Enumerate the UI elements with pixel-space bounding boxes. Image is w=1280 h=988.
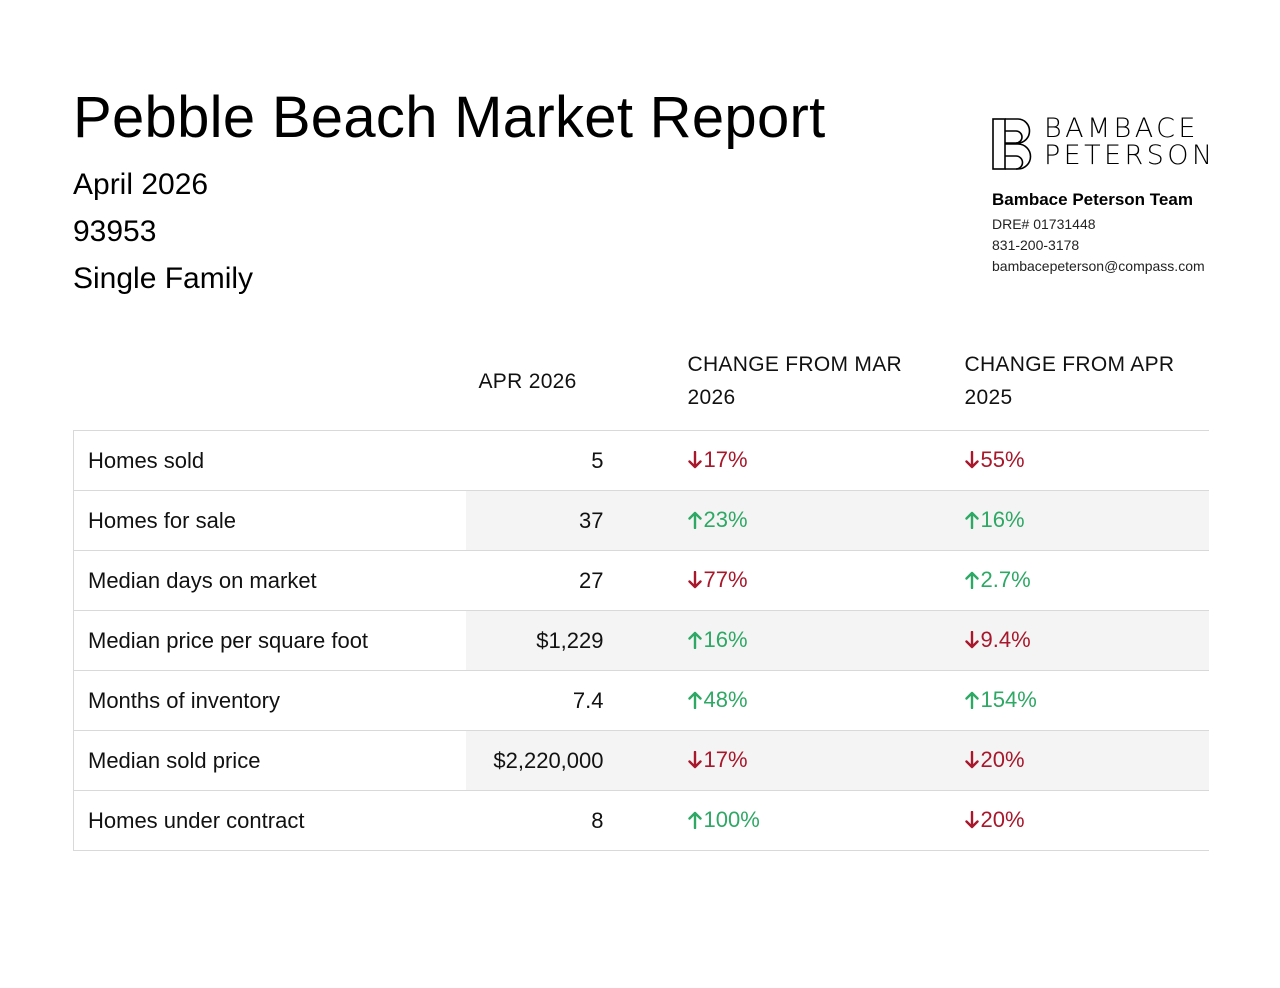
change-from-last-year: 16% — [964, 506, 1025, 533]
arrow-down-icon — [687, 570, 704, 589]
table-row: Median days on market 27 77% 2.7% — [73, 550, 1210, 611]
arrow-down-icon — [687, 750, 704, 769]
email-address: bambacepeterson@compass.com — [992, 258, 1205, 274]
change-from-last-month: 23% — [687, 506, 748, 533]
change-from-last-month-cell: 16% — [687, 610, 965, 671]
logo-mark-icon — [992, 118, 1032, 170]
table-row: Homes under contract 8 100% 20% — [73, 790, 1210, 851]
table-row: Median price per square foot $1,229 16% 9.4… — [73, 610, 1209, 671]
change-from-last-month-cell: 48% — [687, 671, 965, 731]
change-from-last-month-cell: 17% — [687, 431, 965, 491]
metric-label: Median price per square foot — [73, 610, 466, 671]
header-current-month: APR 2026 — [478, 369, 577, 393]
header-change-year-text: CHANGE FROM APR 2025 — [964, 353, 1175, 409]
change-from-last-month-cell: 23% — [687, 490, 965, 551]
metric-label: Homes sold — [73, 430, 466, 491]
change-from-last-month-value: 23% — [703, 506, 748, 532]
page-title: Pebble Beach Market Report — [73, 85, 826, 150]
change-from-last-month-value: 16% — [703, 626, 748, 652]
change-from-last-month: 48% — [687, 686, 748, 713]
change-from-last-year: 55% — [964, 446, 1025, 473]
header-metric — [74, 340, 466, 431]
change-from-last-year-cell: 20% — [964, 730, 1209, 791]
change-from-last-year: 2.7% — [964, 566, 1031, 593]
report-month: April 2026 — [73, 168, 209, 201]
change-from-last-year: 9.4% — [964, 626, 1031, 653]
metric-label: Median sold price — [73, 730, 466, 791]
change-from-last-month: 17% — [687, 746, 748, 773]
report-zip: 93953 — [73, 215, 157, 248]
change-from-last-month-value: 48% — [703, 686, 748, 712]
metric-label: Homes for sale — [73, 490, 466, 551]
change-from-last-year-value: 2.7% — [980, 566, 1031, 592]
header-change-month-text: CHANGE FROM MAR 2026 — [687, 353, 902, 409]
arrow-down-icon — [964, 450, 981, 469]
logo-line-1: BAMBACE — [1044, 113, 1199, 144]
metric-value: 37 — [465, 490, 688, 551]
change-from-last-month-value: 77% — [703, 566, 748, 592]
metric-value: 7.4 — [572, 687, 604, 713]
header-change-month: CHANGE FROM MAR 2026 — [688, 340, 965, 431]
change-from-last-year-cell: 20% — [964, 791, 1210, 851]
team-name: Bambace Peterson Team — [992, 190, 1193, 209]
metric-value: $1,229 — [465, 610, 688, 671]
change-from-last-month: 17% — [687, 446, 748, 473]
table-row: Homes sold 5 17% 55% — [73, 430, 1210, 491]
dre-number: DRE# 01731448 — [992, 216, 1096, 232]
brand-logo: BAMBACE PETERSON — [992, 115, 1215, 172]
metric-value: 5 — [591, 447, 604, 473]
change-from-last-month-cell: 77% — [687, 551, 965, 611]
arrow-up-icon — [687, 811, 704, 829]
arrow-down-icon — [964, 630, 981, 649]
table-row: Months of inventory 7.4 48% 154% — [73, 670, 1210, 731]
change-from-last-month: 100% — [687, 806, 760, 833]
change-from-last-year-value: 20% — [980, 746, 1025, 772]
change-from-last-month-cell: 17% — [687, 730, 965, 791]
change-from-last-year: 20% — [964, 746, 1025, 773]
arrow-up-icon — [687, 631, 704, 649]
change-from-last-year: 154% — [964, 686, 1037, 713]
change-from-last-month-value: 17% — [703, 746, 748, 772]
change-from-last-month-value: 17% — [703, 446, 748, 472]
table-header-row: APR 2026 CHANGE FROM MAR 2026 CHANGE FRO… — [74, 340, 1210, 431]
logo-wordmark: BAMBACE PETERSON — [1044, 115, 1215, 169]
change-from-last-year-cell: 9.4% — [964, 610, 1209, 671]
change-from-last-year-value: 16% — [980, 506, 1025, 532]
change-from-last-month: 16% — [687, 626, 748, 653]
change-from-last-month-value: 100% — [703, 806, 760, 832]
change-from-last-year-cell: 2.7% — [964, 551, 1210, 611]
metric-label: Homes under contract — [73, 790, 466, 851]
metric-value: $2,220,000 — [465, 730, 688, 791]
agent-contact: Bambace Peterson Team DRE# 01731448 831-… — [992, 190, 1205, 277]
change-from-last-year: 20% — [964, 806, 1025, 833]
arrow-down-icon — [964, 750, 981, 769]
change-from-last-year-value: 55% — [980, 446, 1025, 472]
arrow-up-icon — [964, 571, 981, 589]
arrow-up-icon — [964, 511, 981, 529]
change-from-last-year-cell: 154% — [964, 671, 1210, 731]
report-property-type: Single Family — [73, 262, 254, 295]
metric-value: 8 — [591, 807, 604, 833]
change-from-last-year-cell: 55% — [964, 431, 1210, 491]
change-from-last-year-value: 9.4% — [980, 626, 1031, 652]
arrow-up-icon — [964, 691, 981, 709]
table-row: Median sold price $2,220,000 17% 20% — [73, 730, 1209, 791]
phone-number: 831-200-3178 — [992, 237, 1080, 253]
arrow-down-icon — [687, 450, 704, 469]
change-from-last-year-value: 154% — [980, 686, 1037, 712]
change-from-last-month-cell: 100% — [687, 791, 965, 851]
market-stats-table: APR 2026 CHANGE FROM MAR 2026 CHANGE FRO… — [73, 340, 1209, 851]
change-from-last-year-value: 20% — [980, 806, 1025, 832]
arrow-up-icon — [687, 511, 704, 529]
metric-label: Median days on market — [73, 550, 466, 611]
metric-label: Months of inventory — [73, 670, 466, 731]
arrow-down-icon — [964, 810, 981, 829]
header-change-year: CHANGE FROM APR 2025 — [965, 340, 1210, 431]
logo-line-2: PETERSON — [1044, 140, 1216, 171]
metric-value: 27 — [579, 567, 604, 593]
change-from-last-year-cell: 16% — [964, 490, 1209, 551]
change-from-last-month: 77% — [687, 566, 748, 593]
table-row: Homes for sale 37 23% 16% — [73, 490, 1209, 551]
arrow-up-icon — [687, 691, 704, 709]
